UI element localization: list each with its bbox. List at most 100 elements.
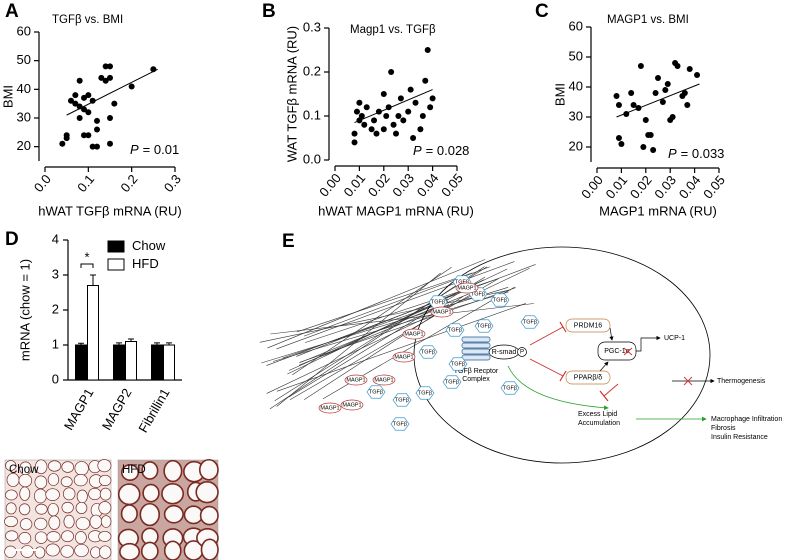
bar: [125, 341, 137, 381]
error-bar: [154, 342, 160, 345]
x-tick-label: 0.04: [676, 172, 704, 201]
adipocyte: [18, 532, 32, 545]
point: [640, 144, 647, 150]
magp1-label: MAGP1: [320, 405, 339, 411]
tgfb-hexagon: [445, 323, 465, 337]
point: [424, 47, 431, 53]
bar: [151, 344, 163, 381]
inhibition: [599, 390, 609, 402]
point: [650, 147, 657, 153]
inhibition: [559, 370, 567, 382]
adipocyte: [20, 545, 34, 558]
outcome-label: Macrophage Infiltration: [711, 416, 782, 423]
x-tick-label: 0.05: [438, 170, 466, 199]
adipocyte: [18, 503, 31, 516]
magp1-oval: [318, 402, 342, 414]
x-tick-label: 0.02: [365, 170, 393, 199]
thermogenesis-label: Thermogenesis: [717, 378, 766, 385]
y-tick-label: 30: [17, 109, 31, 124]
x-tick-label: 0.00: [578, 172, 606, 201]
magp1-oval: [372, 374, 396, 386]
tgfb-label: TGFβ: [493, 297, 507, 303]
adipocyte: [119, 542, 141, 560]
adipocyte: [48, 515, 61, 530]
point: [405, 108, 412, 115]
fiber: [269, 266, 485, 410]
x-tick-label: 0.3: [161, 171, 184, 194]
fiber: [296, 272, 473, 333]
adipocyte: [34, 531, 48, 544]
error-bar: [90, 274, 96, 286]
adipocyte: [198, 458, 219, 481]
adipocyte: [63, 514, 75, 529]
chart-title: TGFβ vs. BMI: [52, 14, 123, 26]
point: [94, 117, 100, 124]
adipocyte: [60, 476, 73, 488]
adipocyte: [140, 541, 159, 560]
adipocyte: [98, 501, 112, 515]
tgfb-hexagon: [500, 381, 520, 395]
block: [683, 376, 693, 386]
tgfb-label: TGFβ: [445, 379, 459, 385]
panel-label: E: [282, 231, 295, 252]
fiber: [288, 276, 486, 398]
y-tick-label: 0: [52, 371, 59, 386]
x-tick-label: Fibrillin1: [135, 386, 172, 435]
tgfb-hexagon: [366, 385, 386, 399]
point: [373, 130, 380, 137]
y-tick-label: 50: [569, 48, 583, 63]
tgfb-label: TGFβ: [477, 323, 491, 329]
point: [107, 115, 113, 121]
adipocyte: [74, 543, 89, 558]
y-tick-label: 40: [569, 78, 583, 93]
micrograph-label: Chow: [9, 464, 39, 476]
point: [107, 140, 113, 147]
y-tick-label: 0.0: [303, 151, 321, 166]
fiber: [274, 266, 488, 401]
point: [615, 135, 622, 141]
bar: [87, 285, 99, 381]
point: [81, 106, 87, 113]
receptor-label: Complex: [462, 376, 490, 383]
adipocyte: [200, 538, 219, 560]
micrograph-label: HFD: [122, 464, 146, 476]
y-axis-label: BMI: [552, 83, 567, 106]
point: [81, 132, 87, 139]
point: [652, 90, 659, 96]
magp1-oval: [340, 399, 364, 411]
point: [393, 130, 399, 137]
x-tick-label: 0.04: [414, 170, 442, 199]
adipocyte: [46, 531, 61, 543]
x-tick-label: 0.2: [117, 171, 140, 194]
inhibition: [559, 321, 567, 333]
lipid-label: Excess Lipid: [578, 411, 617, 418]
point: [76, 77, 83, 84]
error-bar: [116, 342, 122, 345]
adipocyte: [61, 501, 74, 514]
tgfb-hexagon: [390, 417, 410, 431]
y-tick-label: 1: [52, 336, 59, 351]
adipocyte: [199, 505, 219, 526]
error-bar: [78, 342, 84, 345]
adipocyte: [76, 489, 88, 504]
magp1-oval: [344, 374, 368, 386]
block: [623, 347, 633, 356]
point: [419, 113, 426, 119]
adipocyte: [61, 461, 74, 473]
adipocyte: [5, 530, 19, 542]
point: [417, 126, 424, 133]
tgfb-hexagon: [442, 375, 462, 389]
tgfb-label: TGFβ: [395, 397, 409, 403]
point: [85, 132, 92, 139]
fiber: [276, 303, 526, 392]
fiber: [324, 279, 484, 357]
tgfb-hexagon: [520, 315, 540, 329]
tgfb-label: TGFβ: [471, 291, 485, 297]
point: [72, 92, 79, 99]
adipocyte: [161, 483, 185, 505]
adipocyte: [139, 502, 161, 527]
arrow: [599, 361, 609, 372]
adipocyte: [163, 459, 183, 483]
adipocyte: [34, 546, 46, 559]
adipocyte: [19, 486, 31, 501]
